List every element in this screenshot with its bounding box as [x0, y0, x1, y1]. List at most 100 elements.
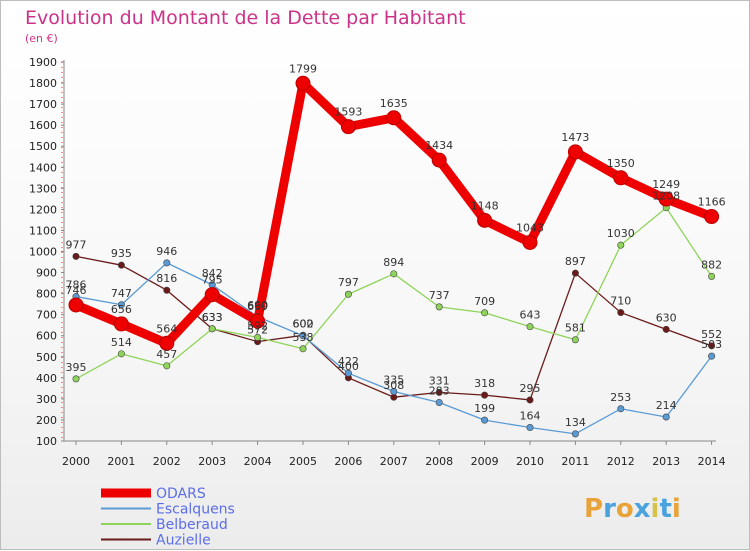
point-odars: [204, 287, 220, 303]
point-odars: [113, 316, 129, 332]
legend-label-belberaud: Belberaud: [156, 517, 228, 533]
point-escalquens: [617, 405, 625, 413]
point-belberaud: [72, 375, 80, 383]
logo-text: Proxiti: [584, 494, 681, 524]
data-label-auzielle: 331: [429, 374, 450, 387]
point-auzielle: [117, 261, 125, 269]
y-tick-label: 1400: [29, 161, 57, 174]
point-auzielle: [163, 286, 171, 294]
point-odars: [613, 170, 629, 186]
point-odars: [159, 335, 175, 351]
point-belberaud: [163, 362, 171, 370]
point-belberaud: [571, 336, 579, 344]
data-label-auzielle: 572: [247, 324, 268, 337]
data-label-escalquens: 199: [474, 402, 495, 415]
point-odars: [295, 75, 311, 91]
x-tick-label: 2004: [244, 455, 272, 468]
axes: 100 200 300 400 500 600 700 800 900 1000 1100 1200 1…: [29, 56, 726, 468]
data-label-auzielle: 897: [565, 255, 586, 268]
data-label-auzielle: 633: [202, 311, 223, 324]
data-label-belberaud: 882: [701, 258, 722, 271]
point-escalquens: [435, 398, 443, 406]
data-label-belberaud: 1030: [607, 227, 635, 240]
point-odars: [340, 119, 356, 135]
data-labels: 977 935 816 633 572 602 400 308 331 318 295 897 710 6…: [66, 62, 726, 429]
data-label-odars: 1249: [652, 178, 680, 191]
logo-letter: i: [672, 494, 681, 524]
data-label-auzielle: 710: [610, 295, 631, 308]
data-label-belberaud: 514: [111, 336, 132, 349]
x-tick-label: 2011: [561, 455, 589, 468]
point-escalquens: [571, 430, 579, 438]
data-label-odars: 1473: [561, 131, 589, 144]
point-odars: [250, 313, 266, 329]
chart-unit: (en €): [25, 32, 58, 45]
point-belberaud: [435, 303, 443, 311]
data-label-odars: 1635: [380, 97, 408, 110]
point-belberaud: [208, 325, 216, 333]
data-label-auzielle: 400: [338, 360, 359, 373]
data-label-belberaud: 457: [156, 348, 177, 361]
point-belberaud: [299, 345, 307, 353]
data-label-auzielle: 630: [656, 311, 677, 324]
data-label-escalquens: 747: [111, 287, 132, 300]
data-label-escalquens: 842: [202, 267, 223, 280]
data-label-escalquens: 335: [383, 374, 404, 387]
x-tick-label: 2010: [516, 455, 544, 468]
data-label-odars: 564: [156, 322, 177, 335]
data-label-escalquens: 690: [247, 299, 268, 312]
point-odars: [386, 110, 402, 126]
y-tick-label: 900: [36, 267, 57, 280]
point-belberaud: [481, 309, 489, 317]
data-label-belberaud: 592: [247, 319, 268, 332]
data-label-belberaud: 737: [429, 289, 450, 302]
y-tick-label: 400: [36, 372, 57, 385]
logo-letter: P: [584, 494, 603, 524]
data-label-odars: 1148: [471, 199, 499, 212]
y-tick-label: 200: [36, 414, 57, 427]
point-escalquens: [526, 424, 534, 432]
point-escalquens: [163, 259, 171, 267]
data-label-escalquens: 253: [610, 391, 631, 404]
point-belberaud: [344, 290, 352, 298]
data-label-odars: 795: [202, 274, 223, 287]
y-tick-label: 700: [36, 309, 57, 322]
point-auzielle: [481, 391, 489, 399]
data-label-auzielle: 308: [383, 379, 404, 392]
data-label-escalquens: 283: [429, 384, 450, 397]
point-escalquens: [662, 413, 670, 421]
legend-label-escalquens: Escalquens: [156, 502, 235, 518]
x-tick-label: 2007: [380, 455, 408, 468]
data-label-belberaud: 797: [338, 276, 359, 289]
data-label-belberaud: 395: [66, 361, 87, 374]
data-label-escalquens: 422: [338, 355, 359, 368]
legend-label-odars: ODARS: [156, 486, 206, 502]
data-label-escalquens: 134: [565, 416, 586, 429]
point-escalquens: [708, 352, 716, 360]
logo-letter: x: [634, 494, 651, 524]
y-tick-label: 300: [36, 393, 57, 406]
data-label-odars: 1043: [516, 221, 544, 234]
data-label-odars: 746: [66, 284, 87, 297]
y-tick-label: 1600: [29, 119, 57, 132]
data-label-auzielle: 552: [701, 328, 722, 341]
proxiti-logo: Proxiti: [584, 494, 681, 524]
point-escalquens: [481, 416, 489, 424]
point-odars: [658, 191, 674, 207]
data-label-odars: 1166: [698, 196, 726, 209]
logo-letter: o: [616, 494, 634, 524]
y-tick-label: 1100: [29, 224, 57, 237]
point-belberaud: [708, 272, 716, 280]
point-odars: [704, 209, 720, 225]
x-tick-label: 2001: [107, 455, 135, 468]
x-tick-label: 2002: [153, 455, 181, 468]
y-tick-label: 1700: [29, 98, 57, 111]
point-escalquens: [117, 301, 125, 309]
data-label-escalquens: 600: [293, 318, 314, 331]
y-tick-label: 1900: [29, 56, 57, 69]
point-belberaud: [117, 350, 125, 358]
data-label-auzielle: 816: [156, 272, 177, 285]
data-label-belberaud: 1208: [652, 190, 680, 203]
